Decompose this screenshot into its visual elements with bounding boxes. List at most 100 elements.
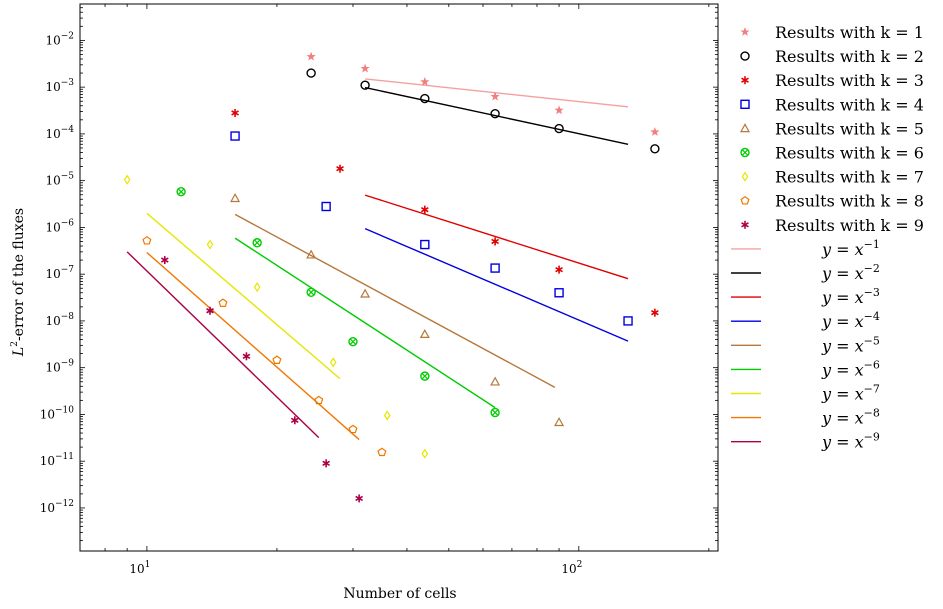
reference-line-x-pow-9 (126, 251, 320, 439)
y-tick-label-exp: −10 (55, 405, 74, 415)
data-point (336, 164, 344, 173)
legend-item-k-2: Results with k = 2 (740, 47, 924, 66)
data-point (360, 80, 370, 90)
legend-item-k-8: Results with k = 8 (740, 192, 924, 211)
data-point (272, 355, 282, 364)
legend-equation-exp: −3 (864, 286, 880, 299)
legend-equation: y = x−9 (821, 431, 880, 452)
series-k-2 (306, 68, 660, 154)
x-tick-label-exp: 2 (577, 560, 583, 570)
y-tick-label: 10−2 (45, 31, 74, 47)
y-tick-label-exp: −3 (61, 78, 75, 88)
data-point (554, 105, 564, 115)
legend-item-ref-8: y = x−8 (731, 407, 880, 428)
data-point (206, 306, 214, 315)
y-tick-label: 10−6 (45, 218, 74, 234)
data-point (420, 76, 430, 86)
legend-marker (740, 195, 750, 205)
series-k-3 (231, 108, 659, 317)
legend-equation-base: y = x (821, 385, 864, 404)
data-point (314, 395, 324, 405)
legend-equation-base: y = x (821, 433, 864, 452)
data-point (421, 448, 429, 459)
legend-label: Results with k = 3 (775, 71, 924, 90)
data-point (623, 316, 633, 326)
y-tick-label-exp: −4 (61, 125, 75, 135)
data-point (554, 417, 565, 427)
legend-equation: y = x−2 (821, 262, 880, 283)
reference-line-x-pow-1 (365, 78, 629, 108)
legend-item-k-7: Results with k = 7 (741, 168, 924, 187)
data-point (377, 447, 387, 457)
legend-equation-exp: −2 (864, 262, 880, 275)
legend-label: Results with k = 9 (775, 216, 924, 235)
legend-marker (741, 220, 749, 229)
y-tick-label-exp: −9 (61, 359, 75, 369)
legend-equation: y = x−4 (821, 310, 880, 331)
data-point (419, 328, 430, 338)
data-point (123, 174, 131, 185)
legend-item-ref-3: y = x−3 (731, 286, 880, 307)
reference-line-x-pow-6 (234, 237, 496, 409)
data-point (231, 108, 239, 117)
reference-line-x-pow-8 (146, 252, 360, 441)
legend-label: Results with k = 8 (775, 192, 924, 211)
y-tick-label-exp: −11 (55, 452, 74, 462)
data-point (554, 123, 564, 134)
legend-equation: y = x−1 (821, 238, 880, 259)
y-tick-label: 10−5 (45, 172, 74, 188)
y-axis-title-L: L (11, 347, 27, 357)
data-point (420, 93, 430, 104)
data-point (650, 144, 660, 154)
legend-equation-exp: −6 (864, 358, 880, 371)
reference-line-x-pow-2 (364, 86, 629, 145)
data-point (420, 239, 430, 250)
data-point (306, 68, 316, 78)
y-tick-label: 10−7 (45, 265, 74, 281)
y-tick-label-base: 10 (45, 267, 60, 281)
y-tick-label-base: 10 (40, 501, 55, 515)
data-point (348, 424, 358, 434)
legend-item-ref-5: y = x−5 (731, 334, 880, 355)
data-point (490, 376, 501, 386)
legend-item-k-5: Results with k = 5 (739, 119, 924, 138)
legend-label: Results with k = 4 (775, 95, 924, 114)
legend-item-ref-2: y = x−2 (731, 262, 880, 283)
legend-item-ref-4: y = x−4 (731, 310, 880, 331)
legend-equation: y = x−6 (821, 358, 880, 379)
legend-equation-base: y = x (821, 240, 864, 259)
legend-equation-base: y = x (821, 264, 864, 283)
legend-equation: y = x−8 (821, 407, 880, 428)
data-point (321, 201, 331, 212)
data-point (360, 63, 370, 73)
legend-item-k-4: Results with k = 4 (740, 95, 924, 114)
legend-item-k-6: Results with k = 6 (740, 144, 924, 163)
data-point (160, 256, 169, 265)
legend-item-k-3: Results with k = 3 (741, 71, 924, 90)
data-point (306, 249, 317, 259)
reference-line-x-pow-5 (234, 213, 556, 388)
x-tick-label-base: 10 (561, 562, 576, 576)
plot-frame (79, 3, 719, 552)
legend-equation-exp: −7 (864, 383, 880, 396)
legend-equation-exp: −1 (864, 238, 880, 251)
x-tick-label: 101 (129, 560, 150, 576)
y-tick-label: 10−3 (45, 78, 74, 94)
data-point (242, 352, 251, 361)
legend-equation-base: y = x (821, 288, 864, 307)
data-point (230, 193, 241, 203)
legend: Results with k = 1 Results with k = 2 Resu… (731, 23, 924, 452)
data-point (306, 287, 316, 297)
data-point (206, 239, 214, 250)
data-point (142, 235, 152, 245)
legend-equation-exp: −9 (864, 431, 880, 444)
legend-equation-exp: −4 (864, 310, 880, 323)
data-point (420, 205, 429, 214)
data-point (554, 288, 564, 298)
legend-equation-base: y = x (821, 336, 864, 355)
x-tick-label-exp: 1 (145, 560, 151, 570)
data-point (651, 308, 659, 317)
legend-item-ref-9: y = x−9 (731, 431, 880, 452)
legend-equation-exp: −5 (864, 334, 880, 347)
legend-marker (740, 99, 750, 110)
